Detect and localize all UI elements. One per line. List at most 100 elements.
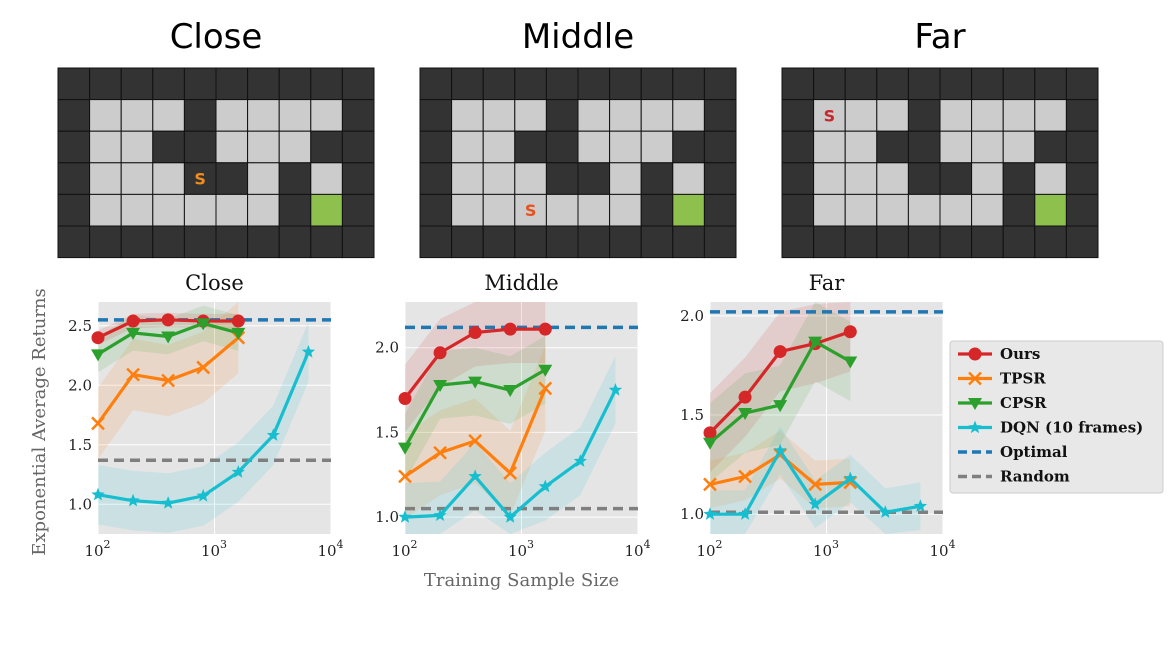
- floor-cell: [247, 130, 280, 164]
- wall-cell: [844, 225, 878, 259]
- floor-cell: [609, 130, 642, 164]
- point-tpsr: [91, 416, 105, 431]
- floor-cell: [451, 193, 484, 227]
- x-tick-exponent: 2: [716, 538, 723, 551]
- wall-cell: [609, 67, 642, 101]
- floor-cell: [1034, 162, 1067, 195]
- floor-cell: [609, 162, 642, 195]
- point-ours: [126, 314, 140, 328]
- floor-cell: [183, 193, 217, 227]
- wall-cell: [1065, 162, 1099, 195]
- floor-cell: [247, 193, 280, 227]
- wall-cell: [781, 225, 815, 259]
- floor-cell: [120, 99, 154, 132]
- wall-cell: [341, 162, 375, 195]
- floor-cell: [482, 193, 516, 227]
- wall-cell: [876, 67, 909, 101]
- wall-cell: [89, 225, 122, 259]
- x-tick-label: 10: [813, 542, 832, 560]
- point-tpsr: [161, 373, 176, 388]
- wall-cell: [215, 162, 249, 195]
- floor-cell: [514, 162, 547, 195]
- point-tpsr: [468, 433, 483, 448]
- goal-cell: [672, 193, 705, 227]
- point-ours: [91, 331, 105, 345]
- point-ours: [503, 322, 517, 336]
- floor-cell: [152, 162, 185, 195]
- wall-cell: [907, 162, 941, 195]
- x-tick-exponent: 3: [220, 538, 227, 551]
- point-ours: [773, 345, 787, 359]
- point-dqn: [738, 507, 752, 520]
- floor-cell: [813, 130, 846, 164]
- wall-cell: [183, 225, 217, 259]
- wall-cell: [278, 162, 312, 195]
- start-marker: S: [194, 170, 206, 189]
- wall-cell: [703, 193, 737, 227]
- wall-cell: [577, 67, 611, 101]
- floor-cell: [451, 162, 484, 195]
- wall-cell: [545, 162, 579, 195]
- wall-cell: [781, 162, 815, 195]
- point-ours: [433, 346, 447, 360]
- wall-cell: [1065, 130, 1099, 164]
- wall-cell: [278, 67, 312, 101]
- point-tpsr: [503, 466, 518, 480]
- point-cpsr: [773, 400, 788, 413]
- wall-cell: [971, 67, 1004, 101]
- floor-cell: [577, 99, 611, 132]
- point-dqn: [878, 505, 893, 518]
- wall-cell: [152, 67, 185, 101]
- floor-cell: [545, 193, 579, 227]
- wall-cell: [482, 225, 516, 259]
- x-tick-exponent: 2: [411, 538, 418, 551]
- band-dqn: [405, 356, 616, 534]
- wall-cell: [672, 67, 705, 101]
- x-tick-exponent: 3: [527, 538, 534, 551]
- wall-cell: [577, 162, 611, 195]
- wall-cell: [215, 225, 249, 259]
- wall-cell: [514, 67, 547, 101]
- x-tick-label: 10: [624, 542, 643, 560]
- wall-cell: [939, 225, 973, 259]
- floor-cell: [971, 193, 1004, 227]
- legend-marker-ours: [968, 347, 982, 361]
- floor-cell: [876, 99, 909, 132]
- floor-cell: [120, 130, 154, 164]
- point-ours: [398, 392, 412, 406]
- y-tick-label: 2.5: [68, 317, 92, 335]
- point-dqn: [538, 479, 552, 493]
- floor-cell: [640, 99, 674, 132]
- point-cpsr: [91, 349, 105, 362]
- wall-cell: [183, 130, 217, 164]
- y-axis-label: Exponential Average Returns: [29, 288, 50, 555]
- maze-title: Far: [914, 17, 965, 57]
- floor-cell: [672, 162, 705, 195]
- point-cpsr: [843, 356, 858, 369]
- wall-cell: [1034, 130, 1067, 164]
- wall-cell: [907, 67, 941, 101]
- floor-cell: [609, 99, 642, 132]
- wall-cell: [341, 130, 375, 164]
- wall-cell: [939, 162, 973, 195]
- y-tick-label: 1.0: [680, 505, 704, 523]
- point-cpsr: [196, 318, 211, 331]
- goal-cell: [1034, 193, 1067, 227]
- point-cpsr: [468, 376, 483, 389]
- point-cpsr: [503, 385, 518, 398]
- point-cpsr: [231, 327, 246, 340]
- point-dqn: [703, 507, 717, 520]
- wall-cell: [971, 225, 1004, 259]
- wall-cell: [341, 99, 375, 132]
- wall-cell: [703, 99, 737, 132]
- wall-cell: [1065, 225, 1099, 259]
- wall-cell: [152, 225, 185, 259]
- wall-cell: [89, 67, 122, 101]
- wall-cell: [183, 99, 217, 132]
- wall-cell: [813, 67, 846, 101]
- wall-cell: [876, 225, 909, 259]
- point-dqn: [913, 499, 928, 512]
- wall-cell: [545, 130, 579, 164]
- wall-cell: [1034, 67, 1067, 101]
- point-cpsr: [126, 327, 141, 340]
